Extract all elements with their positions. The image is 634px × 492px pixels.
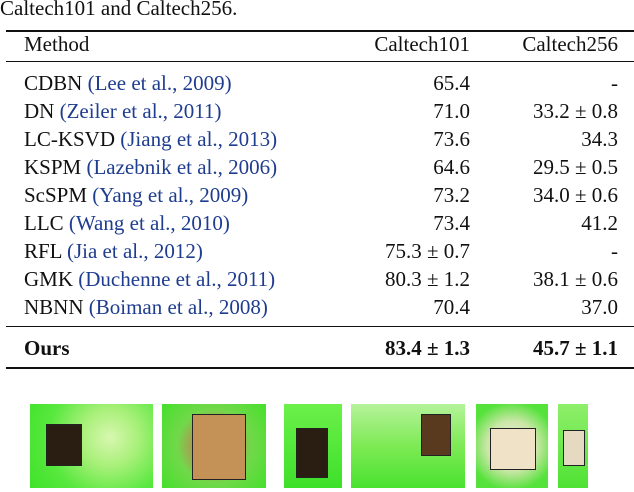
table-row: NBNN (Boiman et al., 2008) 70.4 37.0 [0,294,634,320]
citation-link[interactable]: (Duchenne et al., 2011) [78,267,276,291]
table-header-rule [6,61,634,62]
table-top-rule [6,30,634,32]
table-row: LC-KSVD (Jiang et al., 2013) 73.6 34.3 [0,126,634,152]
method-name: DN [24,99,55,123]
table-row: ScSPM (Yang et al., 2009) 73.2 34.0 ± 0.… [0,182,634,208]
method-name: NBNN [24,295,84,319]
header-caltech101: Caltech101 [374,32,470,56]
table-caption: Caltech101 and Caltech256. [0,0,238,20]
dog-face-region [421,414,451,456]
table-ours-rule [6,326,634,327]
citation-link[interactable]: (Lee et al., 2009) [87,71,232,95]
table-row: KSPM (Lazebnik et al., 2006) 64.6 29.5 ±… [0,154,634,180]
example-image-dog-portrait [30,404,153,488]
citation-link[interactable]: (Wang et al., 2010) [68,211,230,235]
caltech256-value: 41.2 [581,211,618,235]
table-row: LLC (Wang et al., 2010) 73.4 41.2 [0,210,634,236]
method-name: GMK [24,267,74,291]
citation-link[interactable]: (Boiman et al., 2008) [88,295,268,319]
caltech101-value: 73.6 [433,127,470,151]
method-name: KSPM [24,155,82,179]
citation-link[interactable]: (Zeiler et al., 2011) [59,99,222,123]
table-row: RFL (Jia et al., 2012) 75.3 ± 0.7 - [0,238,634,264]
caltech256-value: 29.5 ± 0.5 [532,155,618,179]
table-row-ours: Ours 83.4 ± 1.3 45.7 ± 1.1 [0,335,634,361]
method-name: Ours [24,336,70,360]
caltech101-value: 75.3 ± 0.7 [384,239,470,263]
caltech101-value: 70.4 [433,295,470,319]
example-image-shepherd [351,404,465,488]
caltech101-value: 71.0 [433,99,470,123]
example-image-white-dog [476,404,548,488]
table-row: CDBN (Lee et al., 2009) 65.4 - [0,70,634,96]
example-image-dog-with-person [558,404,588,488]
caltech256-value: 34.0 ± 0.6 [532,183,618,207]
example-image-small-dog [284,404,342,488]
citation-link[interactable]: (Lazebnik et al., 2006) [86,155,278,179]
header-caltech256: Caltech256 [522,32,618,56]
dog-face-region [563,430,585,466]
citation-link[interactable]: (Jiang et al., 2013) [120,127,278,151]
caltech101-value: 73.4 [433,211,470,235]
caltech101-value: 65.4 [433,71,470,95]
caltech256-value: 34.3 [581,127,618,151]
table-bottom-rule [6,367,634,369]
header-method: Method [24,32,90,56]
example-image-golden-retriever [162,404,266,488]
dog-face-region [46,424,82,466]
caltech256-value: 38.1 ± 0.6 [532,267,618,291]
dog-face-region [192,414,246,480]
method-name: CDBN [24,71,83,95]
method-name: ScSPM [24,183,88,207]
caltech101-value: 80.3 ± 1.2 [384,267,470,291]
caltech256-value: 37.0 [581,295,618,319]
caltech101-value: 73.2 [433,183,470,207]
caltech256-value: 33.2 ± 0.8 [532,99,618,123]
table-header-row: Method Caltech101 Caltech256 [0,31,634,57]
method-name: LLC [24,211,64,235]
method-name: RFL [24,239,62,263]
citation-link[interactable]: (Jia et al., 2012) [66,239,203,263]
table-row: DN (Zeiler et al., 2011) 71.0 33.2 ± 0.8 [0,98,634,124]
caltech101-value: 64.6 [433,155,470,179]
dog-face-region [296,428,328,478]
citation-link[interactable]: (Yang et al., 2009) [92,183,249,207]
caltech256-value: - [611,239,618,263]
caltech256-value: 45.7 ± 1.1 [532,336,618,360]
dog-face-region [490,428,536,470]
table-row: GMK (Duchenne et al., 2011) 80.3 ± 1.2 3… [0,266,634,292]
caltech256-value: - [611,71,618,95]
caltech101-value: 83.4 ± 1.3 [384,336,470,360]
method-name: LC-KSVD [24,127,116,151]
